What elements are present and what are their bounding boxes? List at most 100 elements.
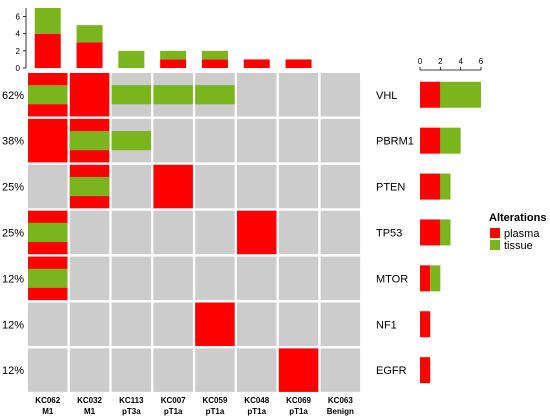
- cell-background: [111, 302, 152, 346]
- top-y-tick-label: 6: [16, 13, 21, 22]
- cell-background: [278, 302, 319, 346]
- cell-background: [195, 348, 235, 392]
- top-y-tick-label: 0: [16, 64, 21, 73]
- tissue-stripe: [69, 176, 110, 197]
- cell-nf1-kc048: [237, 302, 277, 346]
- cell-egfr-kc062: [28, 348, 68, 392]
- cell-background: [111, 210, 152, 255]
- cell-background: [69, 348, 110, 392]
- plasma-fill: [195, 302, 235, 346]
- cell-pten-kc007: [153, 164, 193, 209]
- row-percentage: 62%: [2, 90, 24, 102]
- side-bar-plasma: [420, 357, 431, 384]
- cell-egfr-kc069: [278, 348, 319, 392]
- tissue-stripe: [111, 85, 152, 105]
- cell-background: [153, 348, 193, 392]
- sample-id-label: KC113: [119, 396, 144, 405]
- cell-mtor-kc032: [69, 256, 110, 301]
- cell-background: [278, 256, 319, 301]
- cell-mtor-kc069: [278, 256, 319, 301]
- cell-background: [237, 302, 277, 346]
- cell-mtor-kc063: [320, 256, 361, 301]
- top-bar-plasma: [201, 59, 228, 68]
- cell-background: [28, 164, 68, 209]
- cell-mtor-kc007: [153, 256, 193, 301]
- top-bar-tissue: [76, 25, 103, 43]
- sample-id-label: KC032: [77, 396, 102, 405]
- cell-mtor-kc048: [237, 256, 277, 301]
- tissue-stripe: [195, 85, 235, 105]
- cell-pten-kc063: [320, 164, 361, 209]
- cell-nf1-kc063: [320, 302, 361, 346]
- sample-stage-label: Benign: [327, 407, 354, 416]
- top-bar-plasma: [76, 42, 103, 68]
- cell-vhl-kc062: [28, 73, 68, 117]
- side-bar-plasma: [420, 81, 441, 108]
- cell-background: [237, 73, 277, 117]
- cell-mtor-kc059: [195, 256, 235, 301]
- cell-background: [278, 164, 319, 209]
- cell-background: [195, 256, 235, 301]
- sample-id-label: KC062: [35, 396, 60, 405]
- gene-labels: VHL PBRM1 PTEN TP53 MTOR NF1 EGFR: [376, 90, 414, 377]
- side-x-tick-label: 6: [479, 57, 484, 66]
- cell-background: [111, 164, 152, 209]
- gene-label: MTOR: [376, 273, 408, 285]
- side-bar-plasma: [420, 173, 441, 200]
- cell-background: [278, 73, 319, 117]
- side-x-tick-label: 2: [438, 57, 443, 66]
- side-bar-plasma: [420, 265, 431, 292]
- sample-stage-label: M1: [42, 407, 54, 416]
- side-bar-plasma: [420, 311, 431, 338]
- side-bar-tissue: [430, 265, 441, 292]
- gene-label: PTEN: [376, 182, 405, 194]
- top-bar-tissue: [160, 50, 187, 60]
- plasma-fill: [28, 118, 68, 163]
- cell-tp53-kc007: [153, 210, 193, 255]
- cell-background: [320, 348, 361, 392]
- row-percentage: 25%: [2, 182, 24, 194]
- sample-id-label: KC048: [244, 396, 269, 405]
- cell-mtor-kc062: [28, 256, 68, 301]
- cell-background: [153, 302, 193, 346]
- row-percentage: 25%: [2, 227, 24, 239]
- plasma-fill: [69, 73, 110, 117]
- cell-background: [320, 73, 361, 117]
- cell-background: [195, 210, 235, 255]
- side-bar-tissue: [440, 127, 461, 154]
- cell-background: [111, 348, 152, 392]
- sample-id-label: KC059: [202, 396, 227, 405]
- sample-id-label: KC069: [286, 396, 311, 405]
- legend-label: tissue: [504, 240, 533, 252]
- cell-pbrm1-kc048: [237, 118, 277, 163]
- cell-mtor-kc113: [111, 256, 152, 301]
- cell-background: [111, 256, 152, 301]
- sample-stage-label: pT1a: [164, 407, 183, 416]
- sample-stage-label: pT3a: [122, 407, 141, 416]
- cell-background: [320, 302, 361, 346]
- side-bar-tissue: [440, 81, 481, 108]
- cell-background: [320, 256, 361, 301]
- cell-vhl-kc032: [69, 73, 110, 117]
- row-percentage: 12%: [2, 365, 24, 377]
- cell-pbrm1-kc007: [153, 118, 193, 163]
- top-bar-tissue: [34, 8, 61, 34]
- cell-pten-kc113: [111, 164, 152, 209]
- gene-label: PBRM1: [376, 136, 414, 148]
- cell-egfr-kc113: [111, 348, 152, 392]
- alteration-grid: [28, 73, 361, 392]
- cell-egfr-kc032: [69, 348, 110, 392]
- cell-tp53-kc069: [278, 210, 319, 255]
- cell-pbrm1-kc059: [195, 118, 235, 163]
- cell-egfr-kc048: [237, 348, 277, 392]
- cell-egfr-kc063: [320, 348, 361, 392]
- cell-nf1-kc062: [28, 302, 68, 346]
- cell-nf1-kc032: [69, 302, 110, 346]
- top-y-tick-label: 4: [16, 30, 21, 39]
- legend-swatch-plasma: [490, 228, 500, 238]
- cell-vhl-kc063: [320, 73, 361, 117]
- tissue-stripe: [111, 131, 152, 151]
- row-percentage: 12%: [2, 319, 24, 331]
